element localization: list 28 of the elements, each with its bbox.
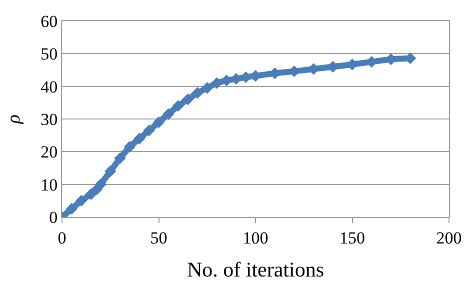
- point: [172, 100, 184, 112]
- y-tick-label: 10: [40, 175, 58, 194]
- x-tick-label: 150: [340, 228, 365, 248]
- y-tick-label: 20: [40, 142, 58, 162]
- point: [152, 116, 165, 128]
- point: [201, 82, 213, 94]
- y-tick-label: 60: [40, 12, 58, 31]
- point: [104, 165, 116, 178]
- x-tick-label: 200: [436, 228, 462, 248]
- point: [143, 124, 155, 136]
- point: [114, 152, 126, 164]
- x-tick-label: 100: [242, 228, 268, 248]
- point: [162, 108, 174, 120]
- point: [94, 178, 107, 190]
- point: [192, 87, 204, 99]
- point: [134, 132, 146, 144]
- y-tick-label: 40: [40, 77, 58, 96]
- point: [182, 94, 194, 106]
- point: [124, 140, 136, 153]
- point: [76, 194, 88, 207]
- point: [66, 202, 78, 215]
- y-tick-label: 30: [40, 110, 58, 129]
- y-tick-label: 0: [49, 208, 58, 227]
- x-axis-title: No. of iterations: [186, 258, 324, 282]
- point: [85, 188, 97, 200]
- y-axis-title: ρ: [3, 114, 24, 125]
- y-tick-label: 50: [40, 44, 58, 64]
- x-tick-label: 50: [150, 228, 168, 248]
